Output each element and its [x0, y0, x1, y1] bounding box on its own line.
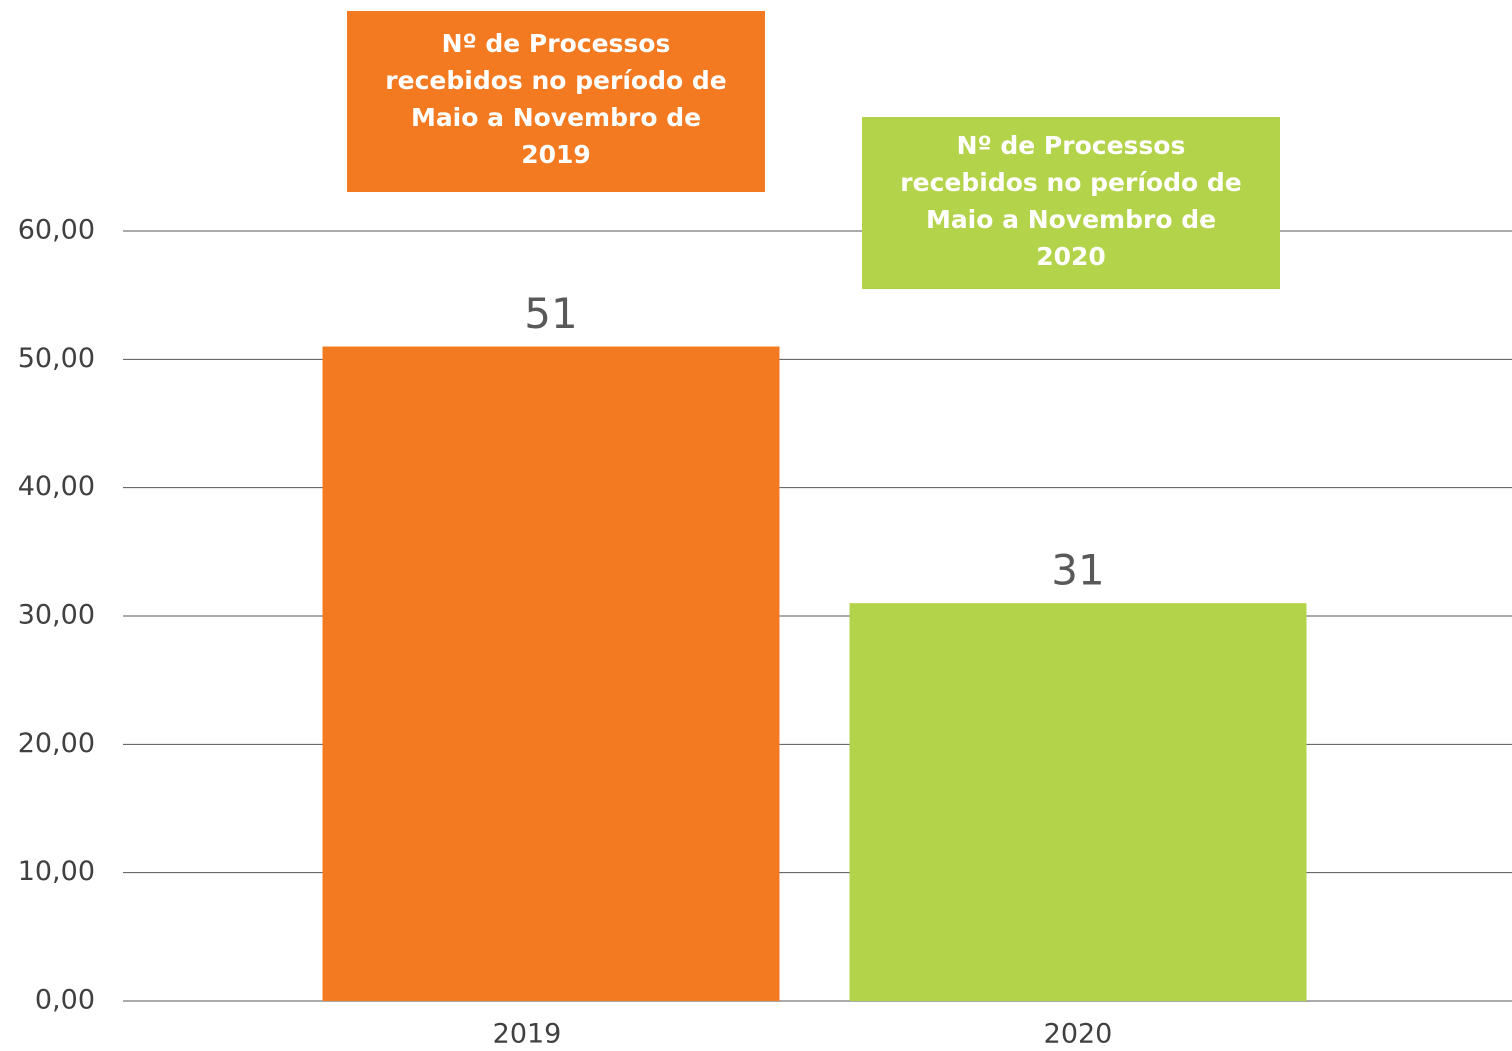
annotation-line: Nº de Processos	[956, 131, 1186, 160]
annotation-line: 2020	[1036, 242, 1106, 271]
y-tick-label: 60,00	[18, 215, 95, 246]
y-tick-label: 30,00	[18, 600, 95, 631]
x-tick-label: 2019	[493, 1019, 562, 1050]
value-label: 51	[524, 289, 577, 338]
annotation-line: recebidos no período de	[385, 66, 727, 95]
y-tick-label: 40,00	[18, 471, 95, 502]
y-tick-label: 50,00	[18, 343, 95, 374]
annotation-box: Nº de Processos recebidos no período de Ma…	[862, 117, 1280, 289]
bar	[849, 603, 1307, 1001]
value-label: 31	[1051, 546, 1104, 595]
y-tick-label: 0,00	[35, 985, 95, 1016]
annotation-line: recebidos no período de	[900, 168, 1242, 197]
y-tick-label: 10,00	[18, 856, 95, 887]
bar	[322, 346, 780, 1001]
y-tick-label: 20,00	[18, 728, 95, 759]
annotation-box: Nº de Processos recebidos no período de Ma…	[347, 11, 765, 192]
x-tick-label: 2020	[1044, 1019, 1113, 1050]
annotation-line: Maio a Novembro de	[410, 103, 702, 132]
annotation-line: Nº de Processos	[441, 29, 671, 58]
annotation-line: 2019	[521, 140, 591, 169]
annotation-line: Maio a Novembro de	[925, 205, 1217, 234]
